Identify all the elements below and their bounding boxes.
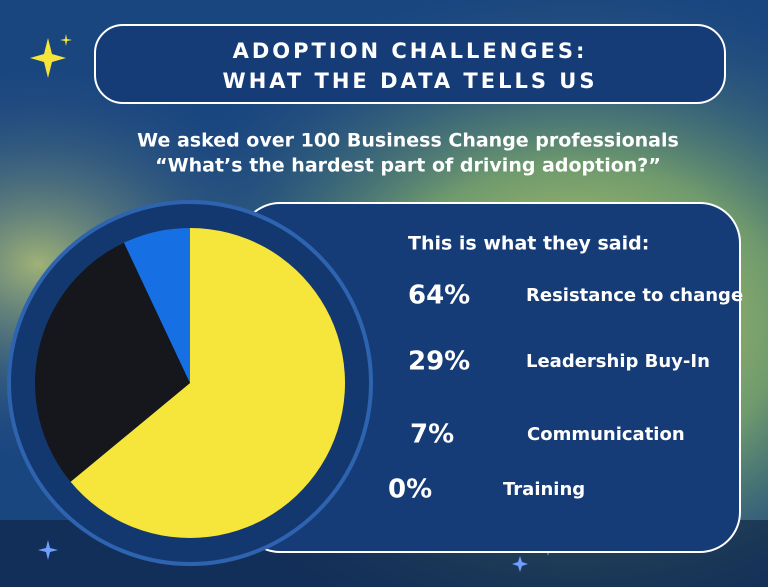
legend-label: Leadership Buy-In bbox=[526, 351, 710, 372]
value-label: 64% bbox=[408, 281, 470, 311]
title-box bbox=[94, 24, 726, 104]
value-label: 29% bbox=[408, 347, 470, 377]
value-label: 0% bbox=[388, 475, 432, 505]
title: WHAT THE DATA TELLS US bbox=[223, 69, 598, 93]
legend-label: Resistance to change bbox=[526, 285, 743, 306]
pie-slice bbox=[70, 228, 346, 538]
sparkle bbox=[30, 34, 72, 78]
legend-label: Training bbox=[503, 479, 585, 500]
legend-label: Communication bbox=[527, 424, 685, 445]
legend-title: This is what they said: bbox=[408, 233, 649, 255]
subtitle: “What’s the hardest part of driving adop… bbox=[155, 155, 661, 177]
title: ADOPTION CHALLENGES: bbox=[233, 39, 588, 63]
value-label: 7% bbox=[410, 420, 454, 450]
pie-slice bbox=[124, 228, 190, 383]
pie-slice bbox=[34, 242, 190, 482]
subtitle: We asked over 100 Business Change profes… bbox=[137, 130, 679, 152]
